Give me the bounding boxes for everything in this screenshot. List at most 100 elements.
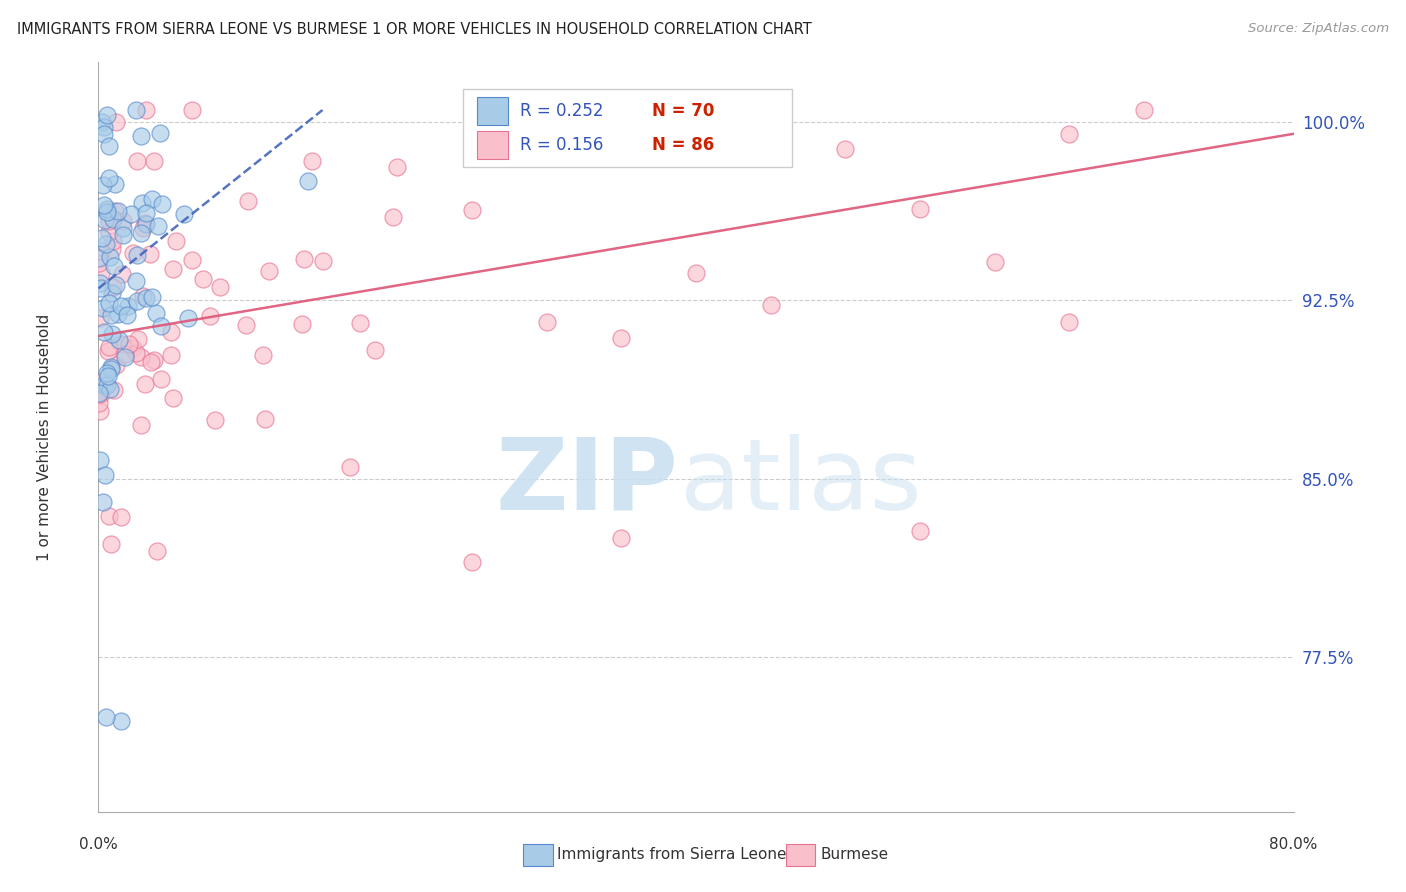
Point [115,308,138,322]
Point [142,153,165,168]
Point [98,509,121,524]
Text: 0.0%: 0.0% [79,837,118,852]
Point [89,387,111,401]
Point [252,348,274,362]
Point [100,362,122,376]
Point [91,230,114,244]
Point [100,243,122,257]
Point [134,377,156,392]
Point [125,154,148,169]
Point [127,332,149,346]
Point [150,372,173,386]
Point [111,227,134,242]
Point [191,272,214,286]
Point [96,366,118,380]
Point [364,343,387,358]
Point [381,210,404,224]
Point [173,207,195,221]
Text: atlas: atlas [681,434,922,531]
Point [536,315,558,329]
Point [125,103,148,117]
Point [129,418,152,433]
Point [139,816,162,830]
Point [100,359,122,374]
Point [93,326,115,340]
Point [291,317,314,331]
Text: Immigrants from Sierra Leone: Immigrants from Sierra Leone [557,847,787,862]
Point [93,120,115,134]
Point [135,291,157,305]
Point [117,299,139,313]
Point [204,413,226,427]
Text: 1 or more Vehicles in Household: 1 or more Vehicles in Household [37,313,52,561]
Point [100,537,122,551]
Point [125,248,148,262]
Point [98,225,121,239]
Point [257,264,280,278]
Point [138,247,160,261]
Point [135,103,157,117]
Point [100,326,122,341]
Text: Source: ZipAtlas.com: Source: ZipAtlas.com [1249,22,1389,36]
Point [141,192,163,206]
FancyBboxPatch shape [786,844,815,866]
Point [292,252,315,267]
Point [97,343,120,358]
Point [103,384,125,398]
Point [134,215,156,229]
Point [150,319,173,334]
Point [297,174,319,188]
Point [97,339,120,353]
Point [131,129,153,144]
Point [129,226,152,240]
Point [93,197,115,211]
Point [107,204,129,219]
Point [98,295,121,310]
Point [301,154,323,169]
Point [90,281,112,295]
Point [98,139,121,153]
Point [112,221,135,235]
Point [90,266,112,280]
Point [198,310,221,324]
Point [104,358,127,372]
Point [141,290,163,304]
Point [110,299,132,313]
Point [96,108,118,122]
Point [110,509,132,524]
Text: R = 0.252: R = 0.252 [520,103,603,120]
Point [339,459,361,474]
Point [143,352,166,367]
Point [122,341,145,355]
Point [122,245,145,260]
Point [91,115,114,129]
Point [89,386,111,401]
Point [139,355,162,369]
Point [311,253,333,268]
Point [90,387,112,401]
Point [135,217,157,231]
Point [349,316,371,330]
Point [110,337,132,351]
Point [107,333,129,347]
Point [209,279,232,293]
Text: IMMIGRANTS FROM SIERRA LEONE VS BURMESE 1 OR MORE VEHICLES IN HOUSEHOLD CORRELAT: IMMIGRANTS FROM SIERRA LEONE VS BURMESE … [17,22,811,37]
Point [114,350,136,364]
Point [132,289,155,303]
Point [91,494,114,508]
Point [685,266,707,280]
Point [104,177,127,191]
Point [1059,315,1081,329]
Point [610,531,633,545]
Point [159,325,181,339]
Point [101,234,124,248]
Point [105,115,128,129]
Point [101,280,124,294]
Point [148,219,170,234]
Point [91,178,114,192]
Point [145,305,167,319]
Text: N = 70: N = 70 [652,103,714,120]
Point [89,276,111,290]
Point [110,714,132,729]
Point [124,346,146,360]
